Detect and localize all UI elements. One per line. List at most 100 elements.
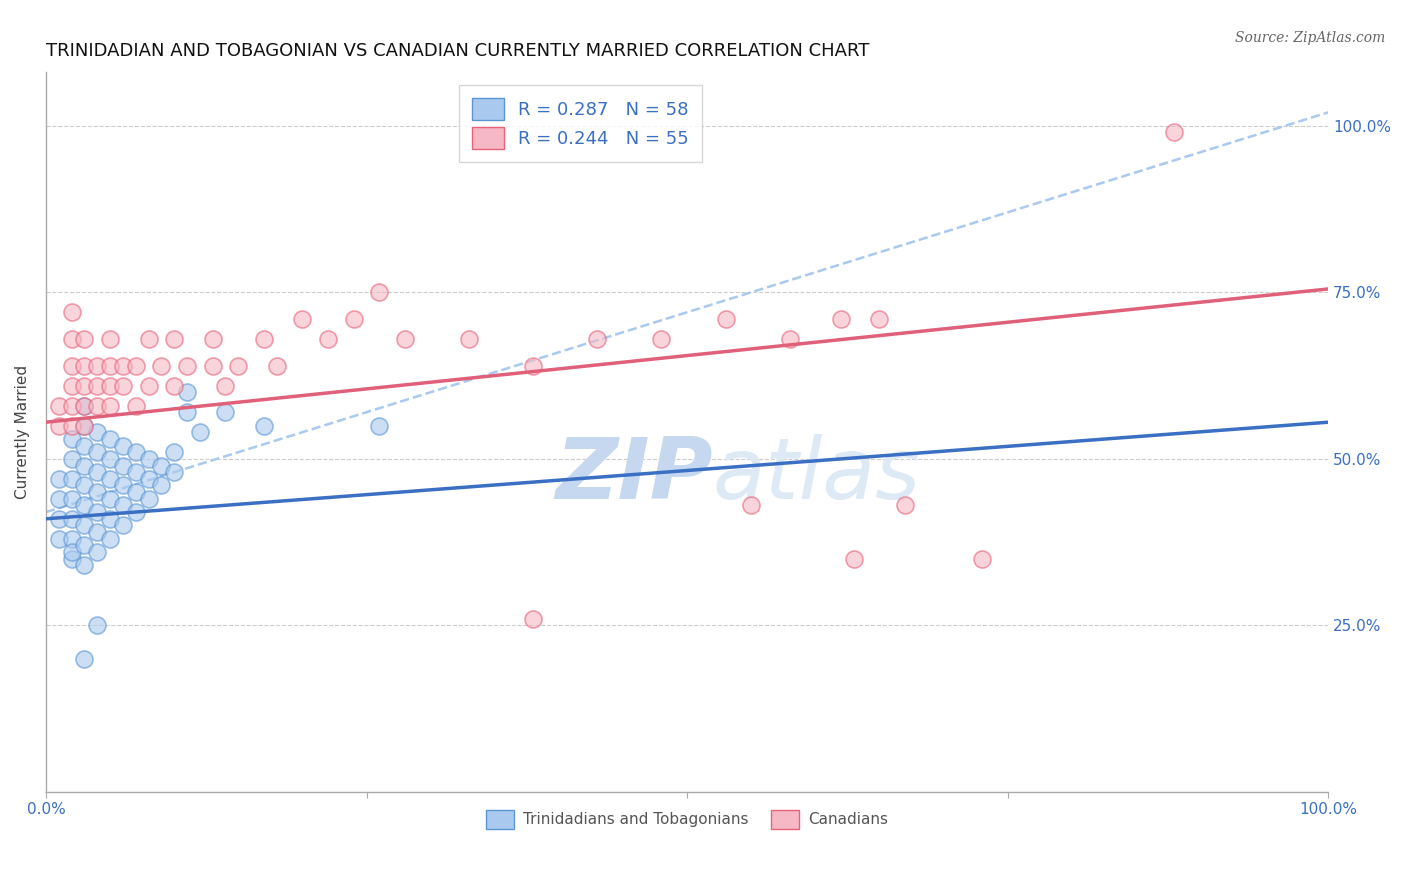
Point <box>176 359 198 373</box>
Text: atlas: atlas <box>713 434 921 516</box>
Point <box>98 472 121 486</box>
Point <box>60 332 83 346</box>
Point <box>150 458 173 473</box>
Point <box>86 378 108 392</box>
Point <box>86 425 108 440</box>
Point <box>125 445 148 459</box>
Point <box>714 312 737 326</box>
Point <box>779 332 801 346</box>
Point <box>60 418 83 433</box>
Point <box>138 332 160 346</box>
Text: TRINIDADIAN AND TOBAGONIAN VS CANADIAN CURRENTLY MARRIED CORRELATION CHART: TRINIDADIAN AND TOBAGONIAN VS CANADIAN C… <box>46 42 869 60</box>
Point <box>73 518 96 533</box>
Point <box>86 618 108 632</box>
Point <box>111 458 134 473</box>
Point <box>150 359 173 373</box>
Point <box>98 399 121 413</box>
Point <box>98 451 121 466</box>
Point <box>138 378 160 392</box>
Point <box>73 378 96 392</box>
Point <box>60 551 83 566</box>
Point <box>214 405 236 419</box>
Point <box>60 545 83 559</box>
Point <box>111 378 134 392</box>
Point <box>73 458 96 473</box>
Point <box>111 499 134 513</box>
Point <box>73 359 96 373</box>
Point <box>125 485 148 500</box>
Point <box>163 332 186 346</box>
Point <box>98 532 121 546</box>
Point <box>60 305 83 319</box>
Point <box>163 445 186 459</box>
Legend: Trinidadians and Tobagonians, Canadians: Trinidadians and Tobagonians, Canadians <box>479 804 894 835</box>
Point <box>138 472 160 486</box>
Point <box>830 312 852 326</box>
Point <box>150 478 173 492</box>
Point <box>368 285 391 300</box>
Point <box>894 499 917 513</box>
Point <box>1163 125 1185 139</box>
Point <box>60 472 83 486</box>
Point <box>970 551 993 566</box>
Point <box>163 378 186 392</box>
Point <box>60 491 83 506</box>
Point <box>291 312 314 326</box>
Point <box>740 499 762 513</box>
Point <box>586 332 609 346</box>
Point <box>60 359 83 373</box>
Point <box>163 465 186 479</box>
Y-axis label: Currently Married: Currently Married <box>15 365 30 500</box>
Point <box>394 332 416 346</box>
Point <box>98 378 121 392</box>
Point <box>60 512 83 526</box>
Point <box>214 378 236 392</box>
Point <box>60 432 83 446</box>
Point <box>73 438 96 452</box>
Point <box>98 491 121 506</box>
Point <box>176 405 198 419</box>
Point <box>125 465 148 479</box>
Point <box>125 359 148 373</box>
Point <box>48 532 70 546</box>
Point <box>86 465 108 479</box>
Point <box>86 485 108 500</box>
Point <box>458 332 481 346</box>
Point <box>201 359 224 373</box>
Point <box>73 399 96 413</box>
Point <box>73 478 96 492</box>
Point <box>125 399 148 413</box>
Point <box>73 418 96 433</box>
Point <box>73 399 96 413</box>
Point <box>48 491 70 506</box>
Point <box>111 438 134 452</box>
Point <box>86 399 108 413</box>
Point <box>650 332 672 346</box>
Point <box>188 425 211 440</box>
Point <box>98 432 121 446</box>
Point <box>368 418 391 433</box>
Point <box>73 538 96 552</box>
Point <box>48 512 70 526</box>
Point <box>842 551 865 566</box>
Point <box>522 359 544 373</box>
Point <box>86 445 108 459</box>
Point <box>266 359 288 373</box>
Point <box>73 418 96 433</box>
Point <box>98 512 121 526</box>
Point <box>138 491 160 506</box>
Point <box>86 505 108 519</box>
Point <box>86 545 108 559</box>
Point <box>868 312 890 326</box>
Point <box>48 399 70 413</box>
Point <box>98 359 121 373</box>
Point <box>98 332 121 346</box>
Point <box>111 518 134 533</box>
Point <box>60 399 83 413</box>
Point <box>253 418 276 433</box>
Text: ZIP: ZIP <box>555 434 713 516</box>
Point <box>253 332 276 346</box>
Point <box>343 312 366 326</box>
Point <box>125 505 148 519</box>
Text: Source: ZipAtlas.com: Source: ZipAtlas.com <box>1234 31 1385 45</box>
